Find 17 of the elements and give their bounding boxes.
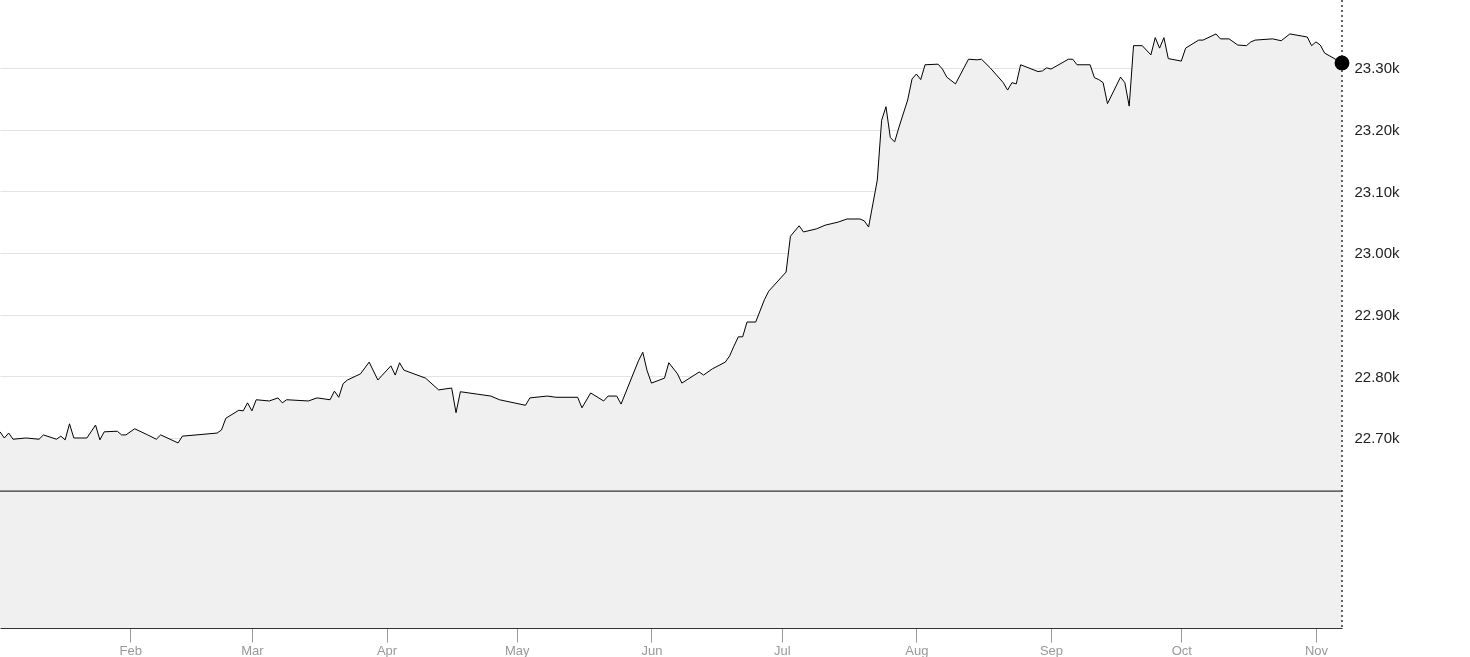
x-tick-label: May bbox=[505, 642, 531, 657]
y-tick-label: 22.80k bbox=[1354, 367, 1401, 385]
y-tick-label: 23.30k bbox=[1354, 59, 1401, 77]
x-tick-label: Jun bbox=[641, 642, 663, 657]
y-tick-label: 23.10k bbox=[1354, 182, 1401, 200]
y-tick-label: 22.90k bbox=[1354, 306, 1401, 324]
x-tick-label: Mar bbox=[241, 642, 265, 657]
x-tick-label: Nov bbox=[1304, 642, 1329, 657]
x-tick-label: Sep bbox=[1039, 642, 1064, 657]
y-tick-label: 23.00k bbox=[1354, 244, 1401, 262]
x-tick-label: Jul bbox=[773, 642, 791, 657]
y-tick-label: 22.70k bbox=[1354, 429, 1401, 447]
x-tick-label: Apr bbox=[376, 642, 398, 657]
y-tick-label: 23.20k bbox=[1354, 121, 1401, 139]
x-tick-label: Feb bbox=[119, 642, 142, 657]
x-tick-label: Aug bbox=[905, 642, 929, 657]
x-tick-label: Oct bbox=[1171, 642, 1193, 657]
